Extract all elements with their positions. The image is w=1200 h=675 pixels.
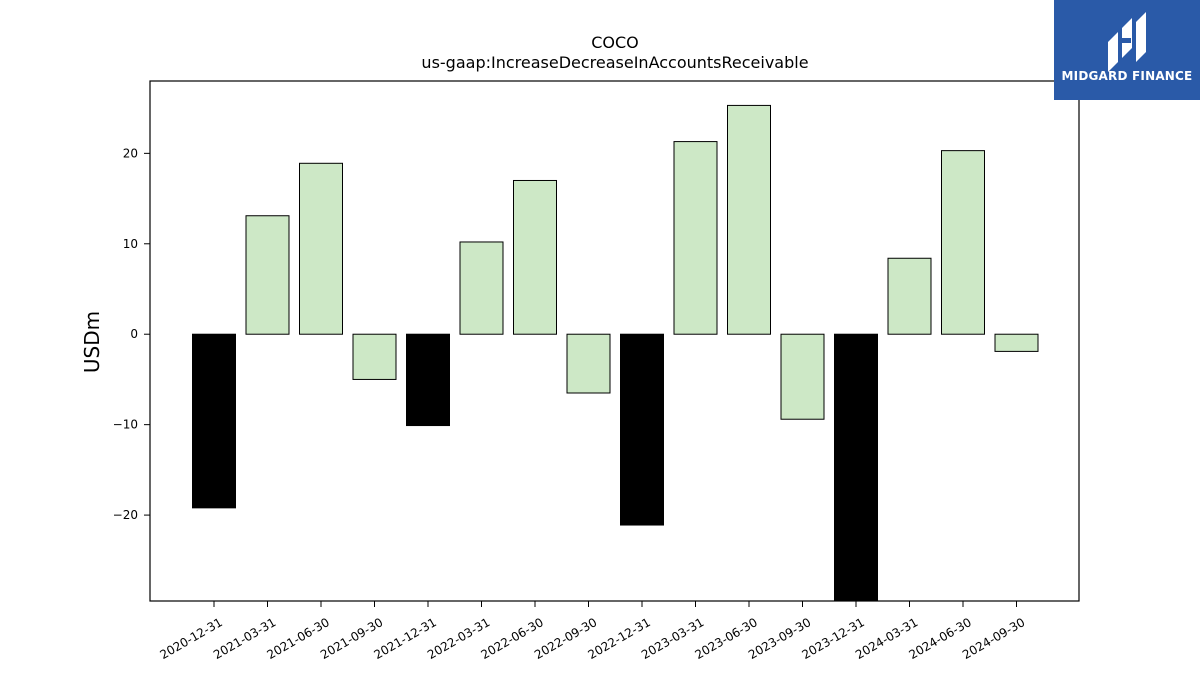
brand-logo: MIDGARD FINANCE — [1054, 0, 1200, 100]
y-tick-label: −20 — [113, 508, 138, 522]
bar-2024-03-31 — [887, 257, 932, 335]
bar-2023-12-31 — [834, 333, 878, 602]
bar-2021-06-30 — [299, 162, 343, 335]
bar-2022-12-31 — [620, 333, 664, 526]
bar-2024-09-30 — [994, 333, 1039, 352]
y-ticks-group: −20 −10 0 10 20 — [113, 146, 150, 522]
bar-2023-09-30 — [780, 333, 825, 420]
x-ticks-group: 2020-12-312021-03-312021-06-302021-09-30… — [157, 601, 1027, 662]
chart-subtitle: us-gaap:IncreaseDecreaseInAccountsReceiv… — [421, 53, 808, 72]
bar-2023-06-30 — [727, 104, 771, 335]
bar-2024-06-30 — [941, 150, 985, 335]
brand-name: MIDGARD FINANCE — [1061, 69, 1193, 83]
y-tick-label: 20 — [123, 146, 138, 160]
bar-2021-09-30 — [352, 333, 397, 380]
y-tick-label: 10 — [123, 237, 138, 251]
midgard-logo-icon — [1108, 12, 1146, 72]
y-axis-label: USDm — [80, 311, 104, 373]
bars-group — [192, 104, 1039, 602]
bar-2021-03-31 — [245, 215, 290, 335]
bar-2020-12-31 — [192, 333, 236, 509]
bar-2021-12-31 — [406, 333, 450, 427]
chart-title: COCO — [591, 33, 639, 52]
bar-2023-03-31 — [673, 141, 718, 335]
bar-2022-09-30 — [566, 333, 611, 394]
plot-frame — [149, 80, 1080, 602]
bar-2022-03-31 — [459, 241, 504, 335]
y-tick-label: −10 — [113, 418, 138, 432]
bar-2022-06-30 — [513, 179, 557, 335]
y-tick-label: 0 — [130, 327, 138, 341]
